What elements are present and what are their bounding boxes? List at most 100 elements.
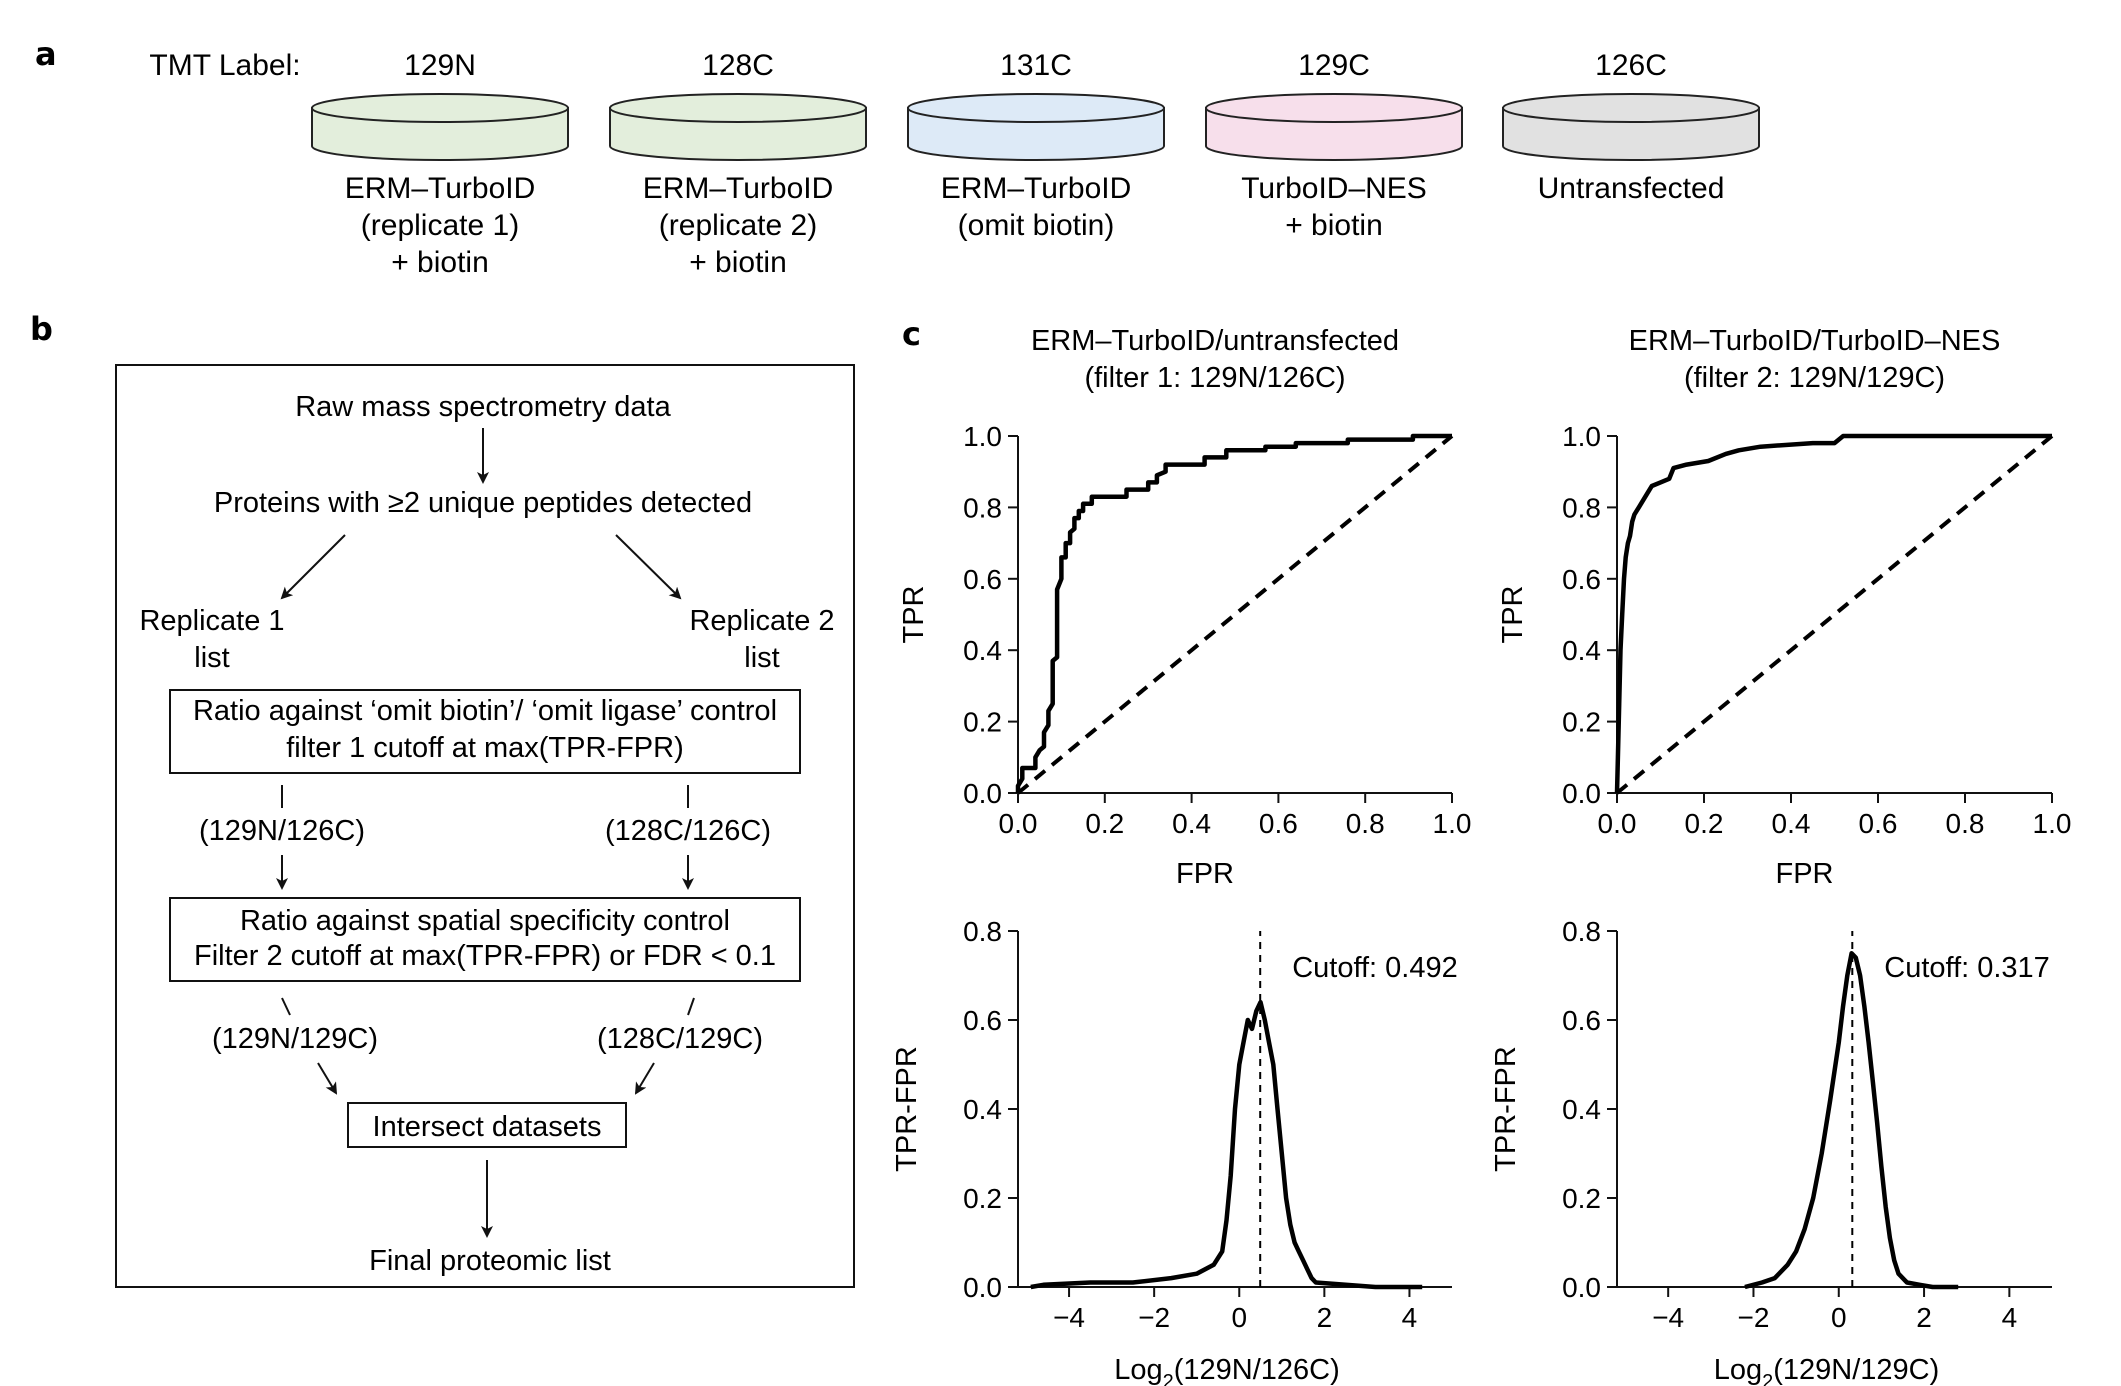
chart-subtitle: (filter 2: 129N/129C) xyxy=(1684,362,1945,394)
x-tick-label: 1.0 xyxy=(2033,808,2072,839)
y-tick-label: 0.4 xyxy=(963,635,1002,666)
y-tick-label: 0.0 xyxy=(963,778,1002,809)
arrow-right-4 xyxy=(634,1062,655,1095)
y-tick-label: 0.6 xyxy=(1562,564,1601,595)
dish-129N: 129N ERM–TurboID (replicate 1) + biotin xyxy=(311,49,569,279)
y-tick-label: 0.8 xyxy=(963,916,1002,947)
x-tick-label: 2 xyxy=(1317,1302,1333,1333)
x-axis-label: FPR xyxy=(1776,858,1834,890)
intersect-box xyxy=(347,1102,627,1148)
x-tick-label: 0.0 xyxy=(999,808,1038,839)
rep1-list: list xyxy=(194,642,229,674)
reference-line xyxy=(1016,434,1454,795)
panel-b: b Raw mass spectrometry data Proteins wi… xyxy=(30,310,855,1288)
y-tick-label: 0.8 xyxy=(1562,916,1601,947)
chart-title: ERM–TurboID/untransfected xyxy=(1031,325,1399,357)
y-tick-label: 0.6 xyxy=(963,564,1002,595)
x-tick-label: 0.4 xyxy=(1772,808,1811,839)
dish-caption: ERM–TurboID xyxy=(643,172,834,205)
x-axis-label: Log2(129N/129C) xyxy=(1714,1354,1940,1386)
y-tick-label: 0.4 xyxy=(1562,1094,1601,1125)
x-tick-label: 0.4 xyxy=(1172,808,1211,839)
dish-126C: 126C Untransfected xyxy=(1502,49,1760,205)
cutoff-label: Cutoff: 0.317 xyxy=(1884,952,2050,984)
y-tick-label: 0.0 xyxy=(1562,778,1601,809)
x-tick-label: 0.0 xyxy=(1598,808,1637,839)
y-tick-label: 0.8 xyxy=(1562,492,1601,523)
y-tick-label: 0.8 xyxy=(963,492,1002,523)
x-tick-label: 4 xyxy=(2002,1302,2018,1333)
y-axis-label: TPR-FPR xyxy=(891,1046,923,1172)
y-tick-label: 0.6 xyxy=(1562,1005,1601,1036)
intersect-text: Intersect datasets xyxy=(373,1111,602,1143)
x-tick-label: 0.2 xyxy=(1685,808,1724,839)
dish-rim xyxy=(1205,93,1463,123)
ratio2-left: (129N/129C) xyxy=(212,1023,378,1055)
x-tick-label: 0.2 xyxy=(1085,808,1124,839)
dish-caption: + biotin xyxy=(391,246,489,279)
tick-left-3 xyxy=(281,997,291,1016)
filter1-box xyxy=(169,689,801,774)
tmt-label: TMT Label: xyxy=(149,49,300,82)
cutoff-label: Cutoff: 0.492 xyxy=(1292,952,1458,984)
data-line xyxy=(1015,433,1452,793)
arrow-to-rep1 xyxy=(280,534,346,600)
ratio2-right: (128C/129C) xyxy=(597,1023,763,1055)
y-tick-label: 0.0 xyxy=(1562,1272,1601,1303)
x-tick-label: −2 xyxy=(1738,1302,1770,1333)
x-tick-label: 0 xyxy=(1231,1302,1247,1333)
x-tick-label: −4 xyxy=(1652,1302,1684,1333)
panel-letter-b: b xyxy=(30,310,53,348)
y-tick-label: 1.0 xyxy=(963,421,1002,452)
raw-data-text: Raw mass spectrometry data xyxy=(295,391,671,423)
tmt-tag: 128C xyxy=(702,49,774,82)
chart-subtitle: (filter 1: 129N/126C) xyxy=(1084,362,1345,394)
x-tick-label: 0.6 xyxy=(1259,808,1298,839)
y-axis-label: TPR xyxy=(898,586,930,644)
tmt-tag: 126C xyxy=(1595,49,1667,82)
x-tick-label: 0.6 xyxy=(1859,808,1898,839)
y-tick-label: 0.0 xyxy=(963,1272,1002,1303)
y-axis-label: TPR-FPR xyxy=(1490,1046,1522,1172)
y-tick-label: 0.4 xyxy=(963,1094,1002,1125)
filter2-line2: Filter 2 cutoff at max(TPR-FPR) or FDR <… xyxy=(194,940,776,972)
rep1-label: Replicate 1 xyxy=(139,605,284,637)
x-axis-label: Log2(129N/126C) xyxy=(1114,1354,1340,1386)
dish-caption: (replicate 2) xyxy=(659,209,817,242)
x-tick-label: 4 xyxy=(1402,1302,1418,1333)
chart-2: 0.0 0.2 0.4 0.6 0.8 1.0 0.0 0.2 0.4 0.6 0.8 1.0 TPR F… xyxy=(1497,325,2071,890)
dish-row: 129N ERM–TurboID (replicate 1) + biotin 128C… xyxy=(311,49,1760,279)
panel-letter-a: a xyxy=(35,35,57,73)
panel-c: c 0.0 0.2 0.4 0.6 0.8 1.0 0.0 0.2 0.4 0.6 0.8 1.0 TP… xyxy=(891,315,2071,1386)
rep2-list: list xyxy=(744,642,779,674)
filter1-line1: Ratio against ‘omit biotin’/ ‘omit ligas… xyxy=(193,695,777,727)
y-tick-label: 0.4 xyxy=(1562,635,1601,666)
dish-caption: (replicate 1) xyxy=(361,209,519,242)
dish-caption: (omit biotin) xyxy=(958,209,1115,242)
x-tick-label: −4 xyxy=(1053,1302,1085,1333)
data-line xyxy=(1030,999,1423,1290)
chart-3: 0.0 0.2 0.4 0.6 0.8 −4 −2 0 2 4 TPR-FPR Log2(129N/1… xyxy=(891,916,1458,1386)
dish-131C: 131C ERM–TurboID (omit biotin) xyxy=(907,49,1165,242)
dish-rim xyxy=(1502,93,1760,123)
tmt-tag: 129N xyxy=(404,49,476,82)
dish-caption: ERM–TurboID xyxy=(941,172,1132,205)
y-tick-label: 0.2 xyxy=(963,1183,1002,1214)
x-tick-label: 0.8 xyxy=(1346,808,1385,839)
flowchart-frame xyxy=(115,364,855,1288)
panel-a: a TMT Label: 129N ERM–TurboID (replicate 1… xyxy=(35,35,1760,279)
tmt-tag: 131C xyxy=(1000,49,1072,82)
y-tick-label: 0.2 xyxy=(1562,1183,1601,1214)
reference-line xyxy=(1615,434,2054,795)
y-tick-label: 0.2 xyxy=(1562,707,1601,738)
chart-1: 0.0 0.2 0.4 0.6 0.8 1.0 0.0 0.2 0.4 0.6 0.8 1.0 TPR F… xyxy=(898,325,1471,890)
filter2-line1: Ratio against spatial specificity contro… xyxy=(240,905,730,937)
chart-4: 0.0 0.2 0.4 0.6 0.8 −4 −2 0 2 4 TPR-FPR Log2(129N/1… xyxy=(1490,916,2052,1386)
dish-caption: + biotin xyxy=(1285,209,1383,242)
dish-rim xyxy=(609,93,867,123)
data-line xyxy=(1744,951,1959,1290)
dish-rim xyxy=(907,93,1165,123)
dish-caption: + biotin xyxy=(689,246,787,279)
x-tick-label: 0 xyxy=(1831,1302,1847,1333)
